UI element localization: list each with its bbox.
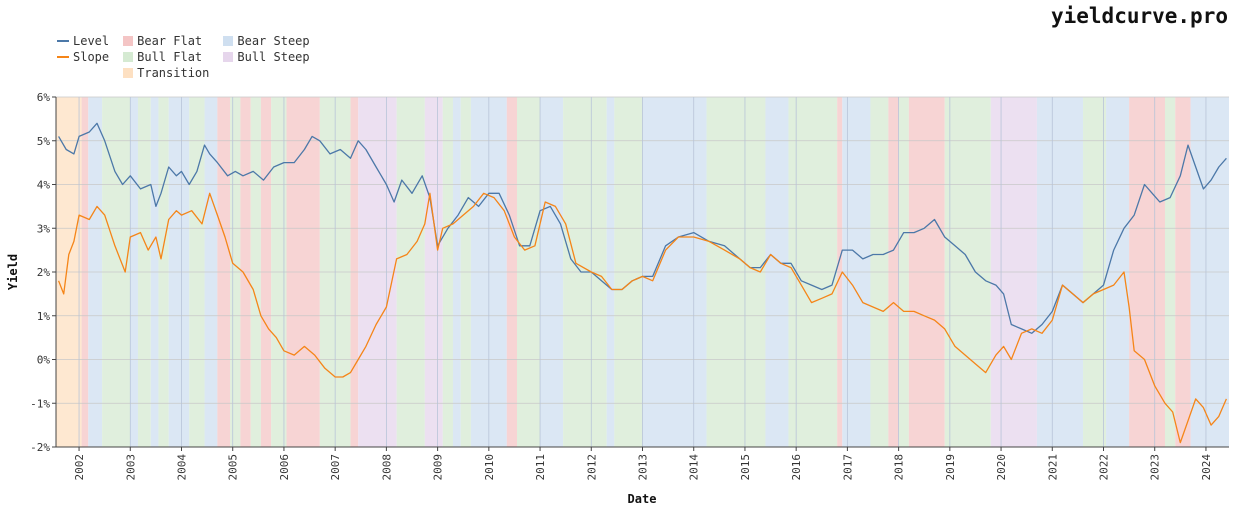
- y-tick-label: -1%: [30, 397, 50, 410]
- x-tick-label: 2003: [124, 454, 137, 481]
- x-tick-label: 2019: [944, 454, 957, 481]
- legend-swatch-bear-flat: [123, 36, 134, 46]
- x-tick-label: 2016: [790, 454, 803, 481]
- series-lines: [57, 122, 1227, 444]
- x-tick-label: 2013: [637, 454, 650, 481]
- y-tick-label: 5%: [37, 135, 51, 148]
- x-tick-label: 2018: [893, 454, 906, 481]
- y-tick-label: -2%: [30, 441, 50, 454]
- y-tick-label: 4%: [37, 179, 51, 192]
- y-tick-label: 1%: [37, 310, 51, 323]
- legend-item-bear-steep: Bear Steep: [223, 33, 310, 49]
- axes: -2% -1% 0% 1% 2% 3% 4% 5% 6% 2002 2003 2004 2005 2006…: [30, 91, 1229, 481]
- x-tick-label: 2008: [380, 454, 393, 481]
- y-tick-label: 3%: [37, 222, 51, 235]
- y-axis-title: Yield: [6, 254, 20, 290]
- x-tick-label: 2021: [1046, 454, 1059, 481]
- x-tick-label: 2024: [1200, 454, 1213, 481]
- x-axis-title: Date: [628, 492, 657, 506]
- legend-label-level: Level: [73, 34, 110, 48]
- legend-item-level: Level: [57, 33, 109, 49]
- x-tick-label: 2002: [73, 454, 86, 481]
- x-tick-label: 2014: [688, 454, 701, 481]
- legend-label-bear-flat: Bear Flat: [137, 34, 203, 48]
- legend-item-slope: Slope: [57, 49, 109, 65]
- x-tick-label: 2023: [1149, 454, 1162, 481]
- legend-item-bull-steep: Bull Steep: [223, 49, 310, 65]
- brand-title: yieldcurve.pro: [1050, 4, 1228, 28]
- legend-swatch-slope: [57, 56, 69, 58]
- legend-swatch-bull-steep: [223, 52, 234, 62]
- x-tick-label: 2004: [175, 454, 188, 481]
- legend-label-slope: Slope: [73, 50, 110, 64]
- y-tick-label: 2%: [37, 266, 51, 279]
- y-tick-label: 6%: [37, 91, 51, 104]
- chart-legend: Level Bear Flat Bear Steep Slope Bull Fl…: [57, 33, 310, 81]
- legend-item-bull-flat: Bull Flat: [123, 49, 209, 65]
- x-tick-label: 2012: [585, 454, 598, 481]
- x-tick-label: 2007: [329, 454, 342, 481]
- series-line-level: [58, 122, 1227, 334]
- legend-item-transition: Transition: [123, 65, 209, 81]
- legend-swatch-bull-flat: [123, 52, 134, 62]
- legend-swatch-level: [57, 40, 69, 42]
- series-line-slope: [57, 192, 1227, 444]
- x-tick-label: 2011: [534, 454, 547, 481]
- x-tick-label: 2015: [739, 454, 752, 481]
- grid-lines: [56, 96, 1229, 448]
- x-tick-label: 2010: [483, 454, 496, 481]
- x-tick-label: 2020: [995, 454, 1008, 481]
- x-tick-label: 2009: [432, 454, 445, 481]
- x-tick-label: 2022: [1098, 454, 1111, 481]
- legend-label-bull-steep: Bull Steep: [237, 50, 310, 64]
- legend-label-bull-flat: Bull Flat: [137, 50, 203, 64]
- legend-item-bear-flat: Bear Flat: [123, 33, 209, 49]
- x-tick-label: 2005: [227, 454, 240, 481]
- x-tick-label: 2006: [278, 454, 291, 481]
- x-tick-label: 2017: [841, 454, 854, 481]
- legend-swatch-transition: [123, 68, 134, 78]
- legend-label-transition: Transition: [137, 66, 210, 80]
- legend-label-bear-steep: Bear Steep: [237, 34, 310, 48]
- y-tick-label: 0%: [37, 354, 51, 367]
- legend-swatch-bear-steep: [223, 36, 234, 46]
